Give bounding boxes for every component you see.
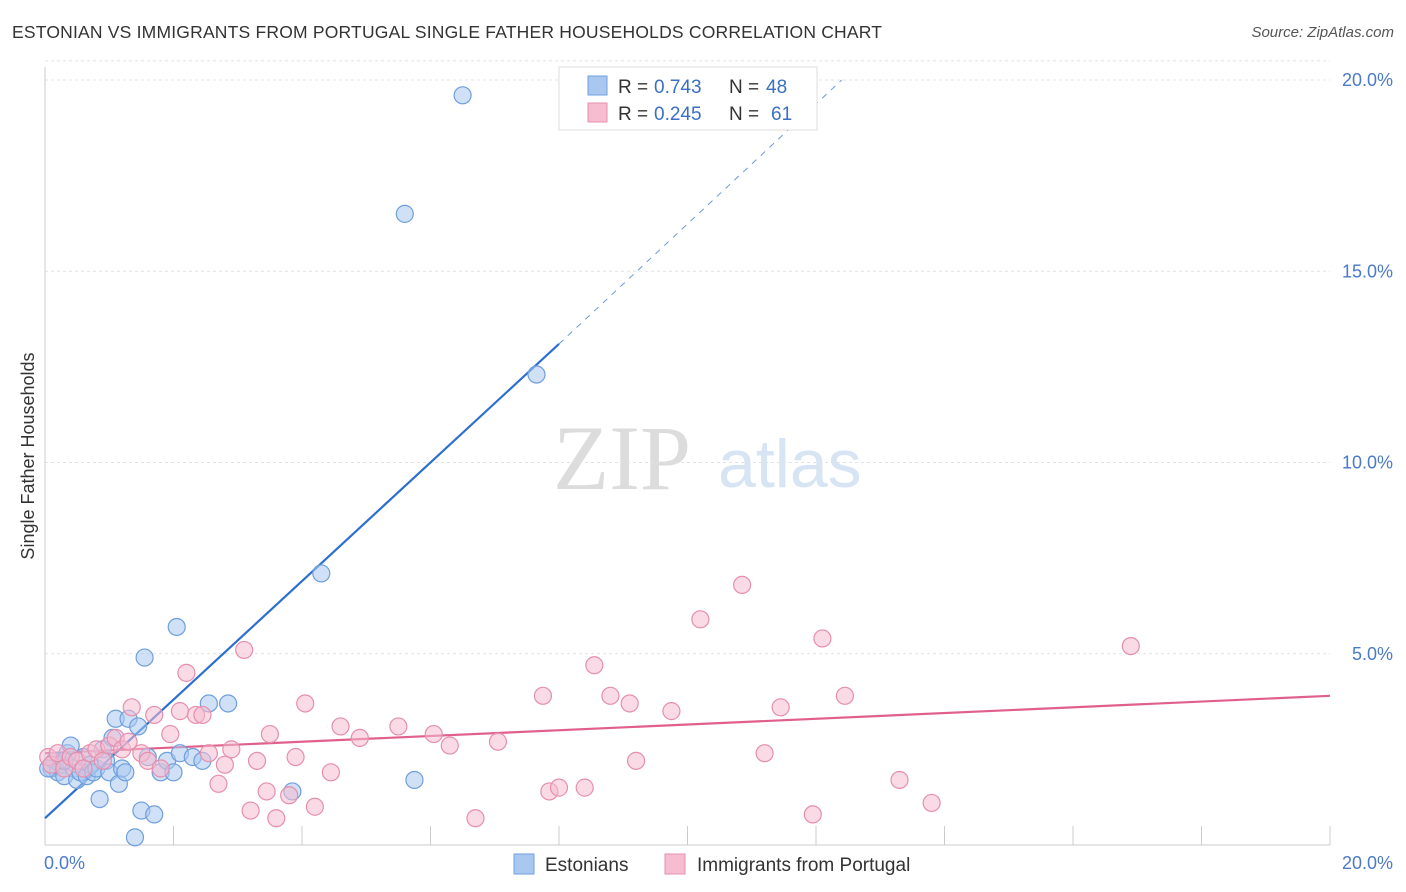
point-1-61 <box>835 686 855 705</box>
point-0-34 <box>167 617 186 637</box>
point-1-52 <box>620 694 639 713</box>
point-1-27 <box>222 740 241 759</box>
point-1-18 <box>151 759 170 778</box>
stats-legend: R = 0.743 N = 48 R = 0.245 N = 61 <box>558 66 818 131</box>
point-1-56 <box>733 575 752 595</box>
point-1-29 <box>241 801 260 820</box>
y-axis-label: Single Father Households <box>18 352 38 559</box>
point-1-31 <box>257 782 276 801</box>
point-1-26 <box>215 755 234 774</box>
point-1-38 <box>321 763 341 782</box>
x-tick-label-min: 0.0% <box>44 853 85 873</box>
data-points <box>39 86 1140 847</box>
point-0-44 <box>453 86 472 105</box>
point-1-37 <box>305 797 324 816</box>
point-1-14 <box>122 698 141 717</box>
point-1-6 <box>74 759 93 778</box>
point-1-50 <box>585 656 604 675</box>
point-1-17 <box>145 705 164 725</box>
stats-swatch-portugal <box>587 102 608 123</box>
point-1-39 <box>331 717 350 736</box>
stats-n-value-2: 61 <box>771 104 792 125</box>
point-1-19 <box>161 724 180 744</box>
legend-swatch-portugal <box>664 853 686 875</box>
point-0-41 <box>312 564 331 583</box>
point-1-44 <box>466 809 485 828</box>
stats-r-value-2: 0.245 <box>654 104 702 125</box>
point-1-62 <box>890 770 909 790</box>
point-0-39 <box>219 694 238 713</box>
source-label: Source: ZipAtlas.com <box>1251 24 1394 41</box>
watermark-zip: ZIP <box>553 407 691 509</box>
stats-r-value-1: 0.743 <box>654 77 702 98</box>
point-1-58 <box>771 698 790 717</box>
watermark: ZIP atlas <box>553 407 862 509</box>
y-tick-label-3: 20.0% <box>1342 70 1393 90</box>
point-1-32 <box>260 724 279 744</box>
y-tick-label-1: 10.0% <box>1342 453 1393 473</box>
point-1-57 <box>755 744 774 763</box>
point-1-20 <box>170 702 190 721</box>
x-tick-label-max: 20.0% <box>1342 853 1393 873</box>
point-1-49 <box>575 778 594 797</box>
legend-label-estonians: Estonians <box>545 855 628 876</box>
point-1-34 <box>280 786 299 805</box>
point-1-40 <box>350 728 369 748</box>
trend-extension-0 <box>558 79 843 345</box>
point-1-46 <box>533 686 553 705</box>
stats-n-label-1: N = <box>729 77 759 98</box>
point-1-48 <box>549 778 569 797</box>
point-1-35 <box>286 747 305 767</box>
point-1-41 <box>389 717 408 736</box>
trend-line-1 <box>44 694 1331 755</box>
y-tick-label-0: 5.0% <box>1352 644 1393 664</box>
grid-lines <box>45 60 1330 655</box>
stats-n-value-1: 48 <box>766 77 787 98</box>
point-0-42 <box>395 204 414 223</box>
point-1-24 <box>199 744 218 763</box>
stats-n-label-2: N = <box>729 104 759 125</box>
chart-title: ESTONIAN VS IMMIGRANTS FROM PORTUGAL SIN… <box>12 22 883 42</box>
watermark-atlas: atlas <box>718 426 862 502</box>
point-1-64 <box>1121 636 1140 656</box>
point-1-42 <box>424 724 443 744</box>
y-tick-label-2: 15.0% <box>1342 261 1393 281</box>
point-1-21 <box>177 663 196 682</box>
point-1-23 <box>193 705 212 725</box>
axes <box>44 67 1331 846</box>
point-1-28 <box>235 640 254 660</box>
point-0-45 <box>527 365 546 384</box>
point-1-60 <box>813 629 832 648</box>
point-0-15 <box>90 789 109 809</box>
point-0-23 <box>116 763 135 782</box>
point-1-53 <box>626 751 646 770</box>
series-legend: Estonians Immigrants from Portugal <box>513 853 910 876</box>
legend-label-portugal: Immigrants from Portugal <box>697 855 910 876</box>
point-1-59 <box>803 805 822 824</box>
point-1-54 <box>662 702 681 721</box>
point-1-33 <box>267 809 286 828</box>
series-1-points <box>39 575 1140 828</box>
point-1-30 <box>247 751 267 770</box>
point-0-26 <box>129 717 148 736</box>
legend-swatch-estonians <box>513 853 535 875</box>
point-1-51 <box>601 686 620 705</box>
point-1-25 <box>209 774 228 793</box>
point-1-9 <box>93 751 112 770</box>
stats-r-label-2: R = <box>618 104 648 125</box>
point-0-43 <box>405 770 424 790</box>
point-1-36 <box>296 694 315 713</box>
y-tick-labels: 5.0% 10.0% 15.0% 20.0% <box>1342 70 1393 664</box>
point-1-13 <box>119 732 138 751</box>
point-1-55 <box>691 610 710 629</box>
point-1-63 <box>922 793 941 813</box>
point-0-30 <box>145 805 164 824</box>
point-1-45 <box>488 732 508 751</box>
point-0-28 <box>135 648 154 667</box>
point-1-43 <box>440 736 459 755</box>
stats-swatch-estonians <box>587 75 608 96</box>
stats-r-label-1: R = <box>618 77 648 98</box>
point-0-25 <box>125 828 145 847</box>
